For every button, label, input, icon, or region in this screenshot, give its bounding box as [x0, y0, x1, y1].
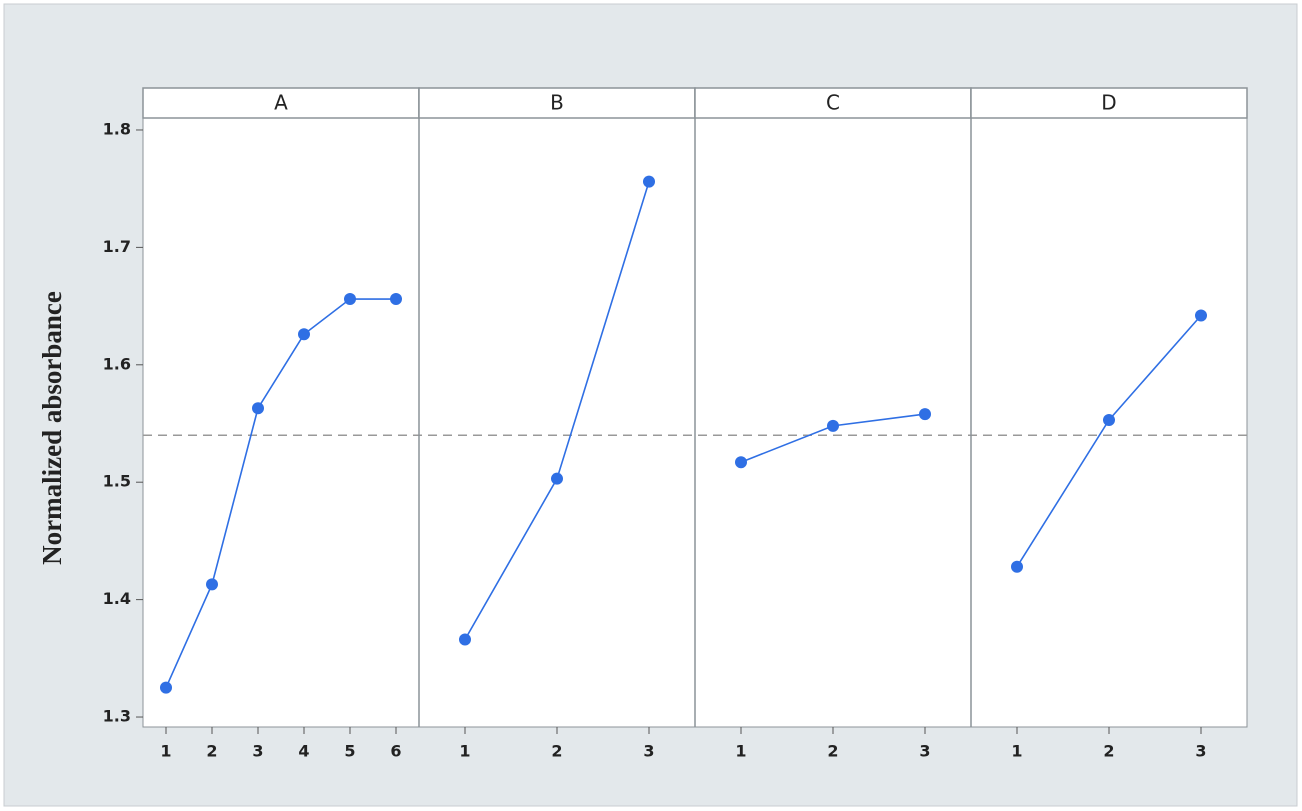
panel-header: [142, 87, 420, 119]
x-tick-label: 2: [1103, 742, 1114, 761]
y-tick-label: 1.7: [103, 237, 131, 256]
data-point: [735, 456, 747, 469]
x-tick-label: 1: [735, 742, 746, 761]
panel-title: A: [274, 91, 288, 115]
x-tick-label: 4: [298, 742, 309, 761]
x-tick-label: 2: [551, 742, 562, 761]
x-tick-label: 1: [1011, 742, 1022, 761]
panel-title: D: [1101, 91, 1116, 115]
data-point: [1195, 309, 1207, 322]
y-tick-label: 1.8: [103, 119, 131, 138]
x-tick-label: 3: [643, 742, 654, 761]
data-point: [390, 293, 402, 306]
y-tick-label: 1.3: [103, 707, 131, 726]
data-point: [551, 472, 563, 485]
y-tick-label: 1.6: [103, 354, 131, 373]
x-tick-label: 1: [160, 742, 171, 761]
data-point: [643, 175, 655, 188]
panel-header: [694, 87, 972, 119]
data-point: [827, 419, 839, 432]
x-tick-label: 3: [1195, 742, 1206, 761]
data-point: [298, 328, 310, 341]
data-point: [160, 681, 172, 694]
x-tick-label: 1: [459, 742, 470, 761]
x-tick-label: 6: [390, 742, 401, 761]
panel-title: B: [550, 91, 564, 115]
x-tick-label: 3: [919, 742, 930, 761]
panel-header: [418, 87, 696, 119]
data-point: [344, 293, 356, 306]
x-tick-label: 3: [252, 742, 263, 761]
data-point: [1011, 560, 1023, 573]
y-tick-label: 1.5: [103, 472, 131, 491]
y-axis-label: Normalized absorbance: [37, 291, 67, 565]
data-point: [252, 402, 264, 415]
data-point: [459, 633, 471, 646]
data-point: [1103, 413, 1115, 426]
data-point: [919, 408, 931, 421]
panel-title: C: [826, 91, 840, 115]
data-point: [206, 578, 218, 591]
y-tick-label: 1.4: [103, 589, 131, 608]
panel-header: [970, 87, 1248, 119]
series-line: [165, 298, 396, 688]
x-tick-label: 5: [344, 742, 355, 761]
x-tick-label: 2: [827, 742, 838, 761]
x-tick-label: 2: [206, 742, 217, 761]
